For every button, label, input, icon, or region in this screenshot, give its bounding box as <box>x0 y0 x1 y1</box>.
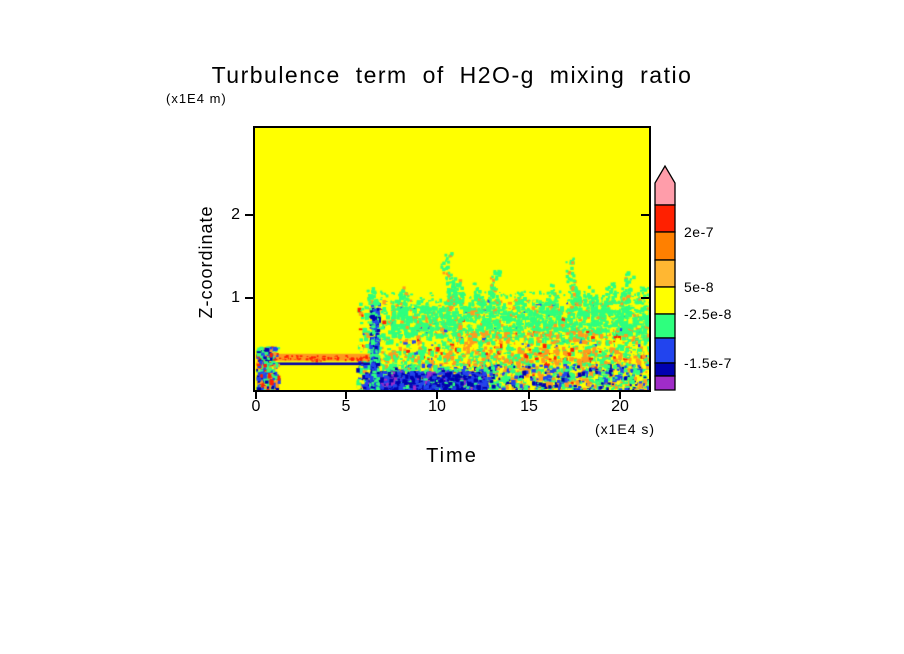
x-axis-label: Time <box>426 445 478 467</box>
colorbar-label-neg2.5e-8: -2.5e-8 <box>684 306 732 322</box>
x-tick-label-10: 10 <box>428 398 446 415</box>
x-axis-tick <box>528 392 530 399</box>
colorbar-label-neg1.5e-7: -1.5e-7 <box>684 355 732 371</box>
x-axis-tick <box>255 392 257 399</box>
x-axis-tick <box>345 392 347 399</box>
heatmap-canvas <box>255 128 649 390</box>
colorbar-svg <box>654 164 676 391</box>
x-axis-unit: (x1E4 s) <box>594 421 656 437</box>
colorbar-label-5e-8: 5e-8 <box>684 279 715 295</box>
x-tick-label-20: 20 <box>611 398 629 415</box>
chart-title: Turbulence term of H2O-g mixing ratio <box>211 62 693 88</box>
x-tick-label-0: 0 <box>251 398 261 415</box>
y-axis-label: Z-coordinate <box>196 205 216 319</box>
y-axis-tick-left <box>245 297 253 299</box>
x-tick-label-15: 15 <box>520 398 538 415</box>
y-axis-tick-right <box>641 214 649 216</box>
x-axis-tick <box>436 392 438 399</box>
y-axis-tick-left <box>245 214 253 216</box>
y-axis-unit: (x1E4 m) <box>166 91 227 106</box>
x-tick-label-5: 5 <box>341 398 351 415</box>
y-tick-label-2: 2 <box>231 206 240 223</box>
colorbar-label-2e-7: 2e-7 <box>684 224 715 240</box>
x-axis-tick <box>619 392 621 399</box>
y-tick-label-1: 1 <box>231 289 240 306</box>
y-axis-tick-right <box>641 297 649 299</box>
